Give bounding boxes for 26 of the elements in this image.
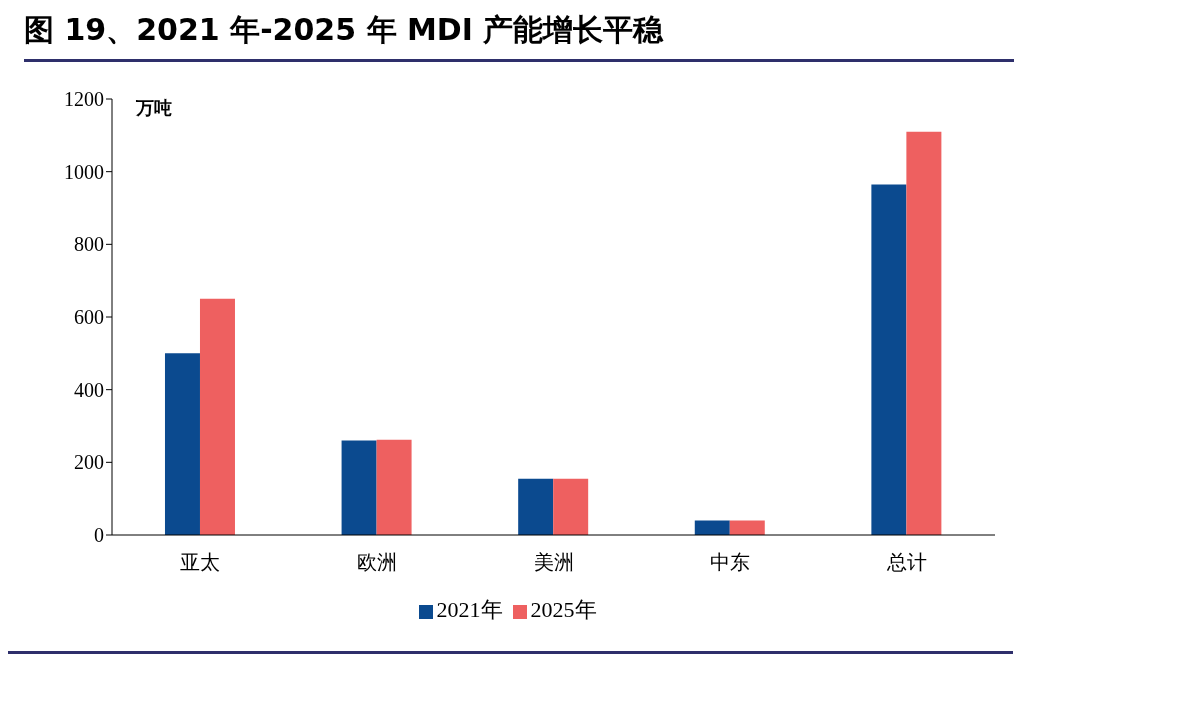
x-tick-label: 亚太 xyxy=(180,550,221,575)
x-tick-label: 总计 xyxy=(885,550,927,575)
bar xyxy=(164,353,200,535)
x-tick-label: 美洲 xyxy=(533,550,574,575)
bar xyxy=(199,298,235,535)
bar xyxy=(871,184,907,535)
y-axis-title: 万吨 xyxy=(136,96,172,120)
y-tick-label: 1200 xyxy=(64,88,104,111)
y-tick-label: 200 xyxy=(74,451,104,474)
bar xyxy=(553,478,589,535)
y-tick-label: 600 xyxy=(74,306,104,329)
y-tick-label: 0 xyxy=(94,524,104,547)
bar xyxy=(729,520,765,535)
bar xyxy=(906,131,942,535)
bar xyxy=(341,440,377,535)
bar xyxy=(694,520,730,535)
y-tick-label: 800 xyxy=(74,233,104,256)
legend-label: 2025年 xyxy=(530,597,597,622)
y-tick-label: 1000 xyxy=(64,160,104,183)
bar xyxy=(376,439,412,535)
chart-title: 图 19、2021 年-2025 年 MDI 产能增长平稳 xyxy=(24,10,1014,62)
bar xyxy=(518,478,554,535)
x-tick-label: 欧洲 xyxy=(356,550,397,575)
y-tick-label: 400 xyxy=(74,378,104,401)
x-tick-label: 中东 xyxy=(710,550,751,575)
legend-label: 2021年 xyxy=(436,597,503,622)
